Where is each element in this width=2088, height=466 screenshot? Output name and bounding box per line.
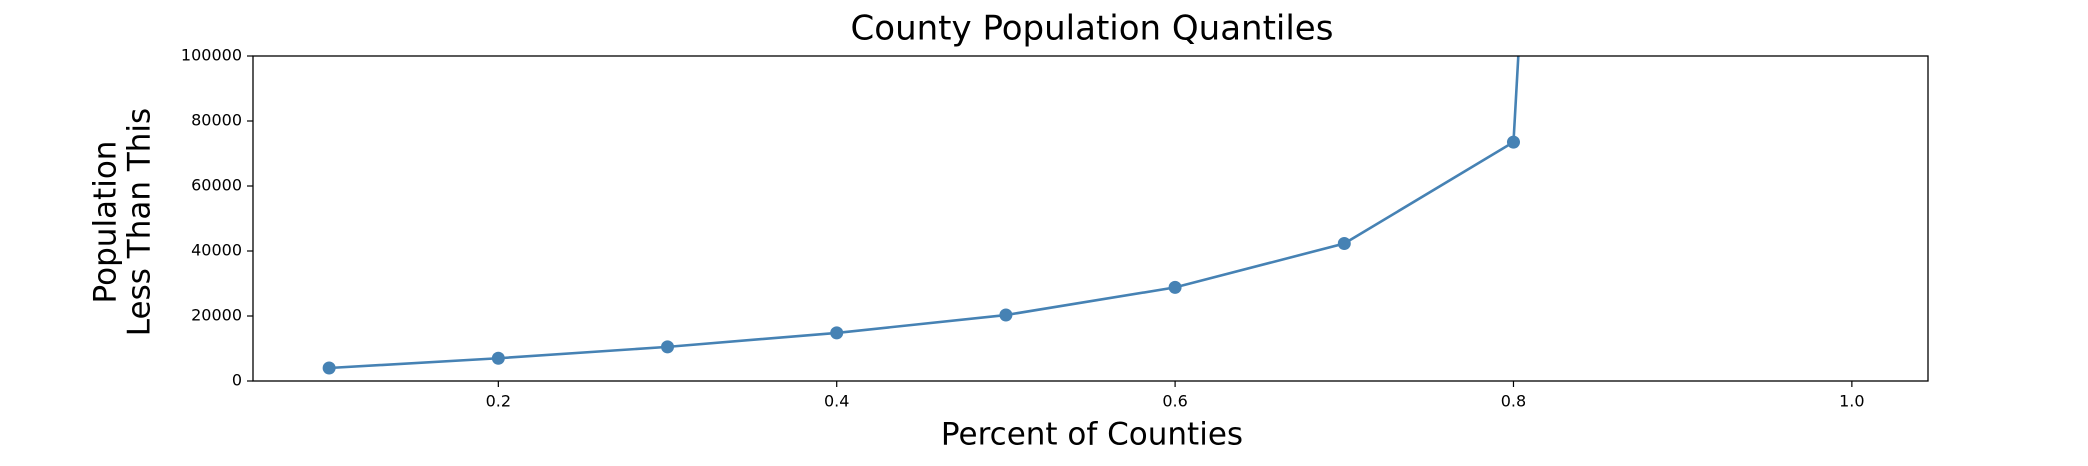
marker [1168, 280, 1182, 294]
marker [661, 340, 675, 354]
y-tick-label: 0 [232, 371, 242, 390]
plot-frame [252, 55, 1929, 382]
marker [322, 361, 336, 375]
line [329, 56, 1520, 370]
x-axis-label: Percent of Counties [941, 417, 1243, 453]
y-tick-label: 60000 [191, 176, 242, 195]
y-tick-label: 40000 [191, 241, 242, 260]
y-axis-label: Population [88, 141, 124, 304]
plot-area [322, 56, 1520, 375]
chart-title: County Population Quantiles [851, 9, 1334, 49]
x-tick-label: 1.0 [1839, 392, 1864, 411]
y-tick-label: 80000 [191, 111, 242, 130]
y-tick-label: 20000 [191, 306, 242, 325]
x-tick-label: 0.4 [824, 392, 849, 411]
marker [1337, 237, 1351, 251]
marker [830, 326, 844, 340]
marker [491, 351, 505, 365]
y-axis-label: Less Than This [122, 108, 158, 336]
marker [999, 308, 1013, 322]
marker [1506, 135, 1520, 149]
x-tick-label: 0.2 [486, 392, 511, 411]
x-tick-label: 0.8 [1501, 392, 1526, 411]
y-tick-label: 100000 [181, 46, 242, 65]
x-tick-label: 0.6 [1162, 392, 1187, 411]
